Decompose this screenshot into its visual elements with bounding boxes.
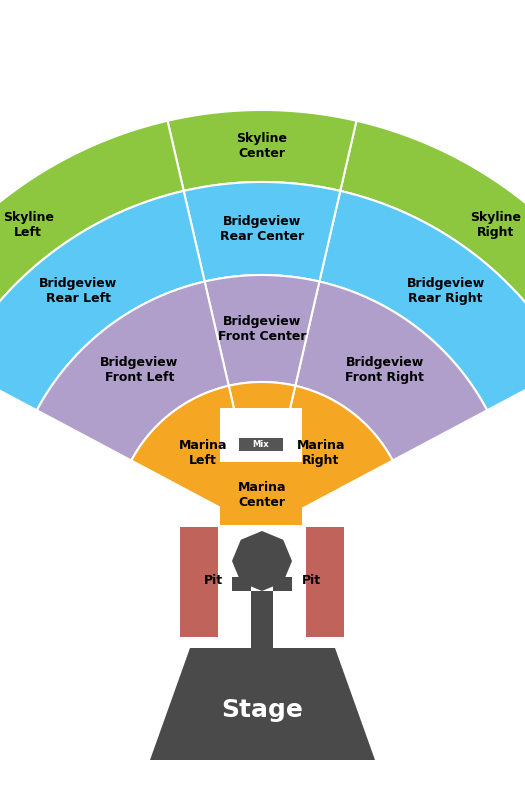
Text: Bridgeview
Rear Left: Bridgeview Rear Left (39, 277, 118, 305)
Text: Bridgeview
Front Right: Bridgeview Front Right (345, 356, 424, 384)
Text: Mix: Mix (253, 439, 269, 448)
Bar (180, 527, 344, 637)
Polygon shape (167, 110, 356, 191)
Polygon shape (319, 191, 525, 410)
Text: Skyline
Right: Skyline Right (470, 211, 521, 239)
Polygon shape (232, 577, 251, 591)
Text: Bridgeview
Rear Right: Bridgeview Rear Right (406, 277, 485, 305)
Polygon shape (273, 577, 292, 591)
Polygon shape (295, 282, 487, 461)
Polygon shape (0, 191, 205, 410)
Text: Bridgeview
Front Center: Bridgeview Front Center (218, 315, 306, 342)
Polygon shape (205, 275, 319, 386)
Polygon shape (232, 531, 292, 591)
Text: Pit: Pit (301, 574, 321, 586)
Text: Marina
Center: Marina Center (238, 481, 286, 509)
Bar (239, 438, 283, 451)
Bar (220, 462, 302, 525)
Bar (220, 408, 302, 525)
Text: Marina
Left: Marina Left (179, 439, 227, 467)
Text: Skyline
Center: Skyline Center (236, 132, 288, 160)
Text: Stage: Stage (221, 698, 303, 722)
Polygon shape (150, 648, 375, 760)
Polygon shape (0, 121, 184, 367)
Bar (218, 527, 306, 637)
Polygon shape (340, 121, 525, 367)
Text: Bridgeview
Rear Center: Bridgeview Rear Center (220, 215, 304, 242)
Text: Bridgeview
Front Left: Bridgeview Front Left (100, 356, 178, 384)
Text: Pit: Pit (204, 574, 223, 586)
Polygon shape (37, 282, 229, 461)
Bar (251, 591, 273, 637)
Polygon shape (184, 182, 340, 282)
Bar (251, 637, 273, 648)
Polygon shape (272, 386, 393, 509)
Text: Marina
Right: Marina Right (297, 439, 345, 467)
Polygon shape (131, 386, 252, 509)
Text: Skyline
Left: Skyline Left (3, 211, 54, 239)
Polygon shape (229, 382, 295, 486)
